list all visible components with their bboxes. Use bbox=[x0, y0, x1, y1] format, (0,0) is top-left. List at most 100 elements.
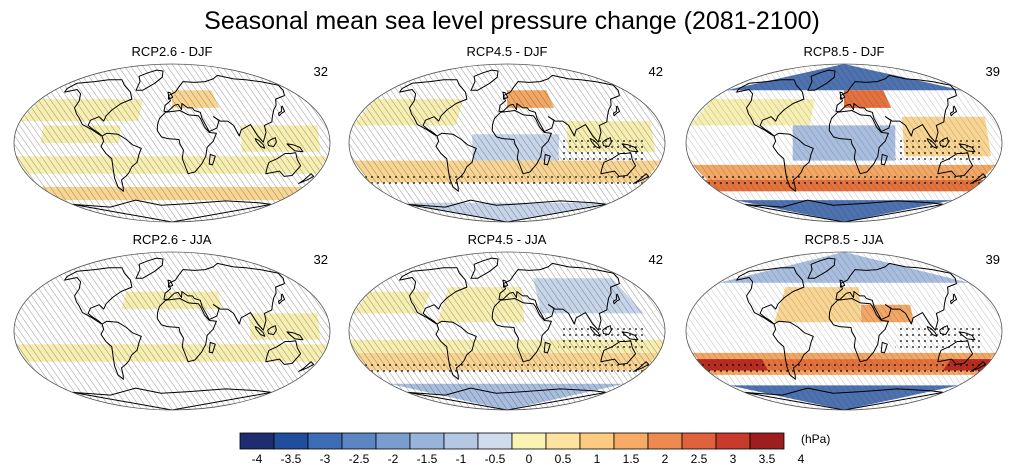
colorbar-tick-label: 2.5 bbox=[690, 452, 708, 466]
coastline-newguinea bbox=[958, 143, 976, 153]
colorbar-swatch bbox=[375, 432, 411, 450]
coastline-nz bbox=[298, 173, 315, 184]
coastline-namerica bbox=[736, 79, 805, 137]
stippling bbox=[698, 361, 990, 375]
hatching-overlay bbox=[14, 252, 330, 410]
coastline-newguinea bbox=[286, 143, 304, 153]
colorbar-swatches bbox=[239, 432, 785, 450]
map-panel-rcp26-jja: RCP2.6 - JJA 32 bbox=[10, 232, 334, 415]
coastline-borneo bbox=[939, 325, 949, 335]
coastline-antarctica bbox=[744, 387, 944, 410]
coastline-borneo bbox=[602, 325, 612, 335]
colorbar-swatch bbox=[239, 432, 275, 450]
panel-label: RCP2.6 - DJF bbox=[131, 44, 213, 59]
panel-label: RCP4.5 - DJF bbox=[466, 44, 548, 59]
coastline-uk bbox=[167, 279, 174, 288]
coastline-eurasia bbox=[163, 74, 285, 143]
colorbar-swatch bbox=[477, 432, 513, 450]
coastline-madagascar bbox=[208, 153, 216, 166]
coastline-australia bbox=[265, 340, 302, 365]
map-border bbox=[685, 63, 1003, 223]
coastline-namerica bbox=[736, 267, 805, 325]
coastline-samerica bbox=[772, 132, 814, 192]
world-map bbox=[685, 251, 1003, 411]
coastline-africa bbox=[491, 298, 552, 363]
coastline-borneo bbox=[939, 137, 949, 147]
model-count: 32 bbox=[313, 64, 328, 79]
coastline-newguinea bbox=[621, 331, 639, 341]
coastline-sumatra bbox=[589, 138, 601, 149]
figure-title: Seasonal mean sea level pressure change … bbox=[204, 7, 820, 35]
map-border bbox=[348, 63, 666, 223]
coastline-japan bbox=[950, 105, 958, 117]
coastline-japan bbox=[278, 105, 286, 117]
colorbar-swatch bbox=[273, 432, 309, 450]
colorbar-tick-label: 1 bbox=[593, 452, 601, 466]
stippling bbox=[361, 361, 653, 375]
coastline-samerica bbox=[100, 320, 142, 380]
colorbar-swatch bbox=[681, 432, 717, 450]
coastline-samerica bbox=[772, 320, 814, 380]
colorbar-swatch bbox=[545, 432, 581, 450]
coastline-uk bbox=[502, 91, 509, 100]
map-border bbox=[685, 251, 1003, 411]
colorbar-tick-label: 2 bbox=[661, 452, 669, 466]
coastline-eurasia bbox=[163, 262, 285, 331]
coastline-sumatra bbox=[254, 138, 266, 149]
coastline-namerica bbox=[399, 267, 468, 325]
coastline-eurasia bbox=[498, 262, 620, 331]
colorbar-tick-label: -2.5 bbox=[348, 452, 370, 466]
coastline-japan bbox=[613, 105, 621, 117]
colorbar-tick-label: 4 bbox=[797, 452, 805, 466]
world-map bbox=[685, 63, 1003, 223]
colorbar-tick-label: -1.5 bbox=[416, 452, 438, 466]
coastline-japan bbox=[950, 293, 958, 305]
coastline-sumatra bbox=[254, 326, 266, 337]
colorbar-tick-label: 0 bbox=[525, 452, 533, 466]
coastline-africa bbox=[491, 110, 552, 175]
coastline-antarctica bbox=[407, 387, 607, 410]
coastline-africa bbox=[828, 110, 889, 175]
colorbar-tick-label: 3 bbox=[729, 452, 737, 466]
coastline-nz bbox=[970, 361, 987, 372]
coastline-japan bbox=[278, 293, 286, 305]
panel-label: RCP8.5 - DJF bbox=[803, 44, 885, 59]
colorbar-swatch bbox=[715, 432, 751, 450]
coastline-greenland bbox=[135, 69, 164, 91]
coastline-newguinea bbox=[286, 331, 304, 341]
model-count: 42 bbox=[648, 252, 663, 267]
coastline-namerica bbox=[399, 79, 468, 137]
world-map bbox=[13, 251, 331, 411]
colorbar-tick-label: -1 bbox=[455, 452, 467, 466]
panel-label: RCP8.5 - JJA bbox=[804, 232, 884, 247]
colorbar-swatch bbox=[409, 432, 445, 450]
coastline-australia bbox=[600, 340, 637, 365]
colorbar-swatch bbox=[341, 432, 377, 450]
coastline-samerica bbox=[435, 132, 477, 192]
coastline-nz bbox=[970, 173, 987, 184]
colorbar-swatch bbox=[613, 432, 649, 450]
coastline-uk bbox=[839, 91, 846, 100]
coastline-newguinea bbox=[621, 143, 639, 153]
coastline-samerica bbox=[435, 320, 477, 380]
coastline-madagascar bbox=[208, 341, 216, 354]
coastline-antarctica bbox=[744, 199, 944, 222]
coastline-africa bbox=[828, 298, 889, 363]
coastline-namerica bbox=[64, 79, 133, 137]
colorbar-swatch bbox=[749, 432, 785, 450]
coastline-africa bbox=[156, 110, 217, 175]
map-border bbox=[13, 251, 331, 411]
coastline-borneo bbox=[267, 137, 277, 147]
colorbar-swatch bbox=[443, 432, 479, 450]
coastline-borneo bbox=[267, 325, 277, 335]
colorbar-tick-label: -3.5 bbox=[280, 452, 302, 466]
coastline-nz bbox=[633, 361, 650, 372]
coastline-eurasia bbox=[498, 74, 620, 143]
coastline-uk bbox=[839, 279, 846, 288]
stippling bbox=[698, 173, 990, 187]
colorbar-unit: (hPa) bbox=[801, 432, 831, 446]
panel-label: RCP2.6 - JJA bbox=[132, 232, 212, 247]
coastline-newguinea bbox=[958, 331, 976, 341]
coastline-australia bbox=[600, 152, 637, 177]
colorbar-swatch bbox=[511, 432, 547, 450]
